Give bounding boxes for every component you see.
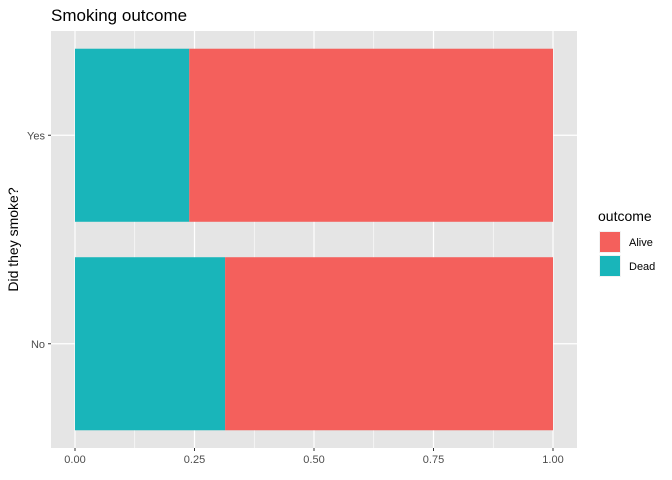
y-tick-label: Yes [27, 130, 45, 142]
legend-swatch-dead [600, 256, 620, 276]
x-tick-label: 1.00 [542, 454, 563, 466]
legend: outcome Alive Dead [598, 208, 655, 277]
chart-title: Smoking outcome [51, 6, 187, 25]
legend-swatch-alive [600, 232, 620, 252]
x-tick-label: 0.00 [64, 454, 85, 466]
x-tick-label: 0.75 [423, 454, 444, 466]
bars [75, 48, 554, 431]
y-axis-title: Did they smoke? [5, 187, 21, 291]
bar-alive-yes [189, 48, 553, 222]
x-tick-label: 0.25 [184, 454, 205, 466]
legend-label-alive: Alive [629, 237, 653, 249]
bar-dead-no [75, 257, 226, 431]
y-axis: Yes No [27, 130, 51, 351]
x-axis: 0.00 0.25 0.50 0.75 1.00 [64, 448, 564, 466]
legend-title: outcome [598, 208, 652, 224]
legend-label-dead: Dead [629, 261, 655, 273]
bar-dead-yes [75, 48, 190, 222]
y-tick-label: No [31, 339, 45, 351]
x-tick-label: 0.50 [303, 454, 324, 466]
bar-alive-no [225, 257, 554, 431]
